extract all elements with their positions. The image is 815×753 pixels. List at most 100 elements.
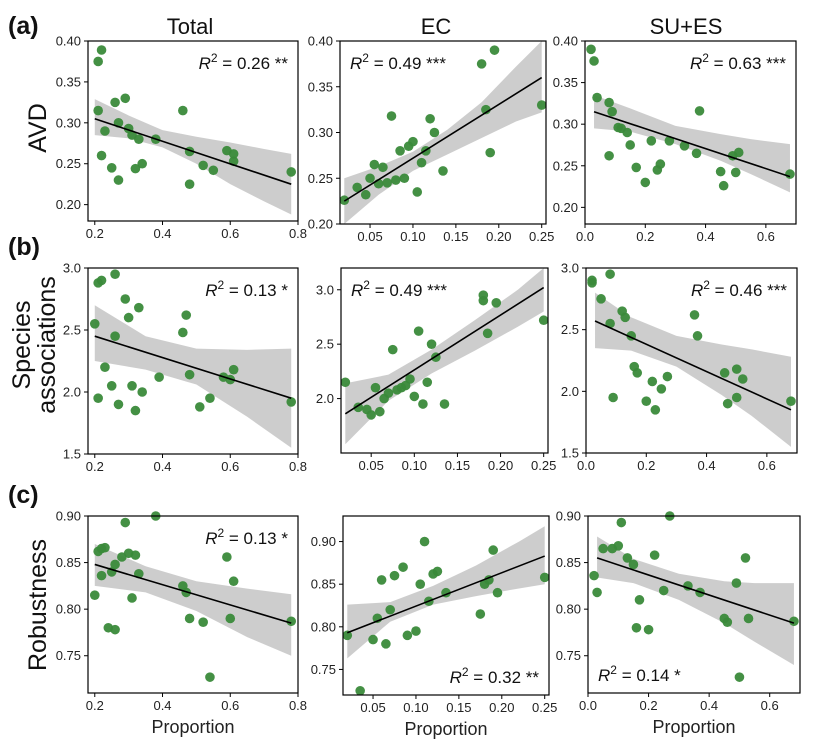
y-tick-label: 0.35 [553,75,578,90]
x-tick-label: 0.10 [400,229,425,244]
data-point [622,127,632,138]
data-point [613,541,624,551]
data-point [715,166,726,177]
r-squared-value: 0.49 [388,54,421,73]
r-squared-annotation: R2 = 0.13 * [205,278,288,300]
data-point [722,617,733,627]
y-tick-label: 0.80 [556,602,581,617]
data-point [96,275,107,286]
x-tick-label: 0.8 [289,226,307,241]
regression-line [594,320,792,411]
confidence-band [345,268,544,445]
data-point [100,362,110,373]
y-tick-label: 0.85 [56,555,81,570]
regression-line [343,76,543,202]
significance-stars: *** [767,281,787,300]
x-tick-label: 0.4 [697,229,715,244]
significance-stars: * [281,281,288,300]
data-point [604,97,614,108]
data-point [96,570,107,581]
y-tick-label: 0.75 [311,662,336,677]
data-point [592,92,602,103]
x-tick-label: 0.4 [153,226,171,241]
x-tick-label: 0.6 [757,229,775,244]
y-tick-label: 0.85 [311,577,336,592]
y-tick-label: 0.30 [308,125,333,140]
significance-stars: *** [766,54,786,73]
regression-line [596,557,795,624]
significance-stars: * [281,529,288,548]
confidence-band [94,543,292,656]
data-point [731,578,742,588]
column-title-total: Total [167,14,213,39]
data-point [586,44,596,55]
r-squared-annotation: R2 = 0.46 *** [691,278,787,300]
x-tick-label: 0.05 [357,229,382,244]
data-point [587,278,597,288]
data-point [110,269,120,280]
r-squared-annotation: R2 = 0.49 *** [350,51,446,73]
confidence-band [597,536,794,666]
data-point [178,105,188,116]
data-point [734,672,745,682]
data-point [640,177,651,188]
x-tick-label: 0.4 [700,698,718,713]
x-axis-label: Proportion [652,717,735,737]
data-point [538,315,549,326]
x-tick-label: 0.10 [402,458,427,473]
data-point [184,613,195,624]
data-point [694,106,705,116]
data-point [100,126,110,136]
data-point [412,187,423,197]
data-point [93,393,103,404]
x-tick-label: 0.4 [153,459,171,474]
y-tick-label: 2.0 [316,391,334,406]
data-point [93,56,103,67]
data-point [691,148,702,159]
data-point [625,140,636,150]
data-point [154,372,164,382]
r-squared-value: 0.13 [244,529,277,548]
data-point [100,542,110,553]
data-point [662,371,673,382]
data-point [631,162,642,173]
plot-frame [587,515,801,694]
regression-line [94,563,292,624]
data-point [198,617,208,627]
significance-stars: *** [427,281,447,300]
data-point [120,517,131,528]
row-label-species: Species [8,301,36,390]
data-point [381,639,391,649]
x-tick-label: 0.4 [153,698,171,713]
data-point [228,364,239,375]
x-tick-label: 0.2 [637,458,655,473]
significance-stars: ** [275,54,289,73]
x-tick-label: 0.6 [221,459,239,474]
panel-label-c: (c) [8,481,39,509]
data-point [664,136,675,146]
data-point [740,553,751,563]
data-point [365,173,375,184]
data-point [113,399,124,410]
regression-line [94,335,292,399]
data-point [369,159,380,170]
data-point [286,616,297,627]
data-point [418,399,428,409]
data-point [646,136,657,146]
data-point [205,393,215,404]
data-point [730,167,741,178]
data-point [647,376,658,387]
data-point [631,622,642,633]
data-point [634,595,645,605]
confidence-band [595,292,791,447]
y-tick-label: 2.5 [316,337,334,352]
data-point [426,339,437,349]
data-point [134,302,144,313]
x-tick-label: 0.25 [532,700,557,715]
x-tick-label: 0.0 [579,698,597,713]
x-tick-label: 0.15 [445,458,470,473]
data-point [228,149,239,159]
significance-stars: ** [526,668,540,687]
data-point [731,392,742,403]
data-point [110,559,120,570]
